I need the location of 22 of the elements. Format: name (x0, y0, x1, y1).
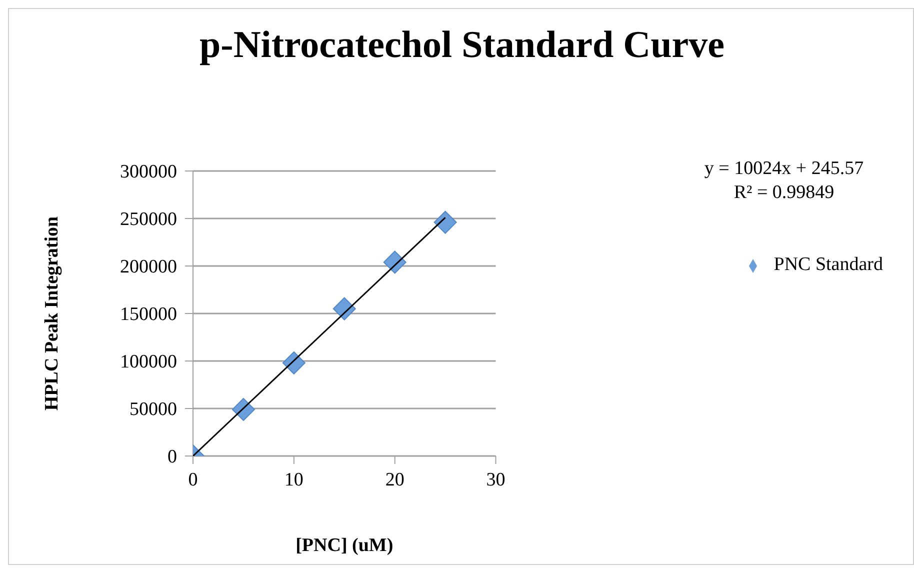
x-tick-label: 30 (486, 469, 506, 490)
text: y = 10024x + 245.57 (703, 157, 865, 181)
y-tick-label: 100000 (120, 352, 177, 373)
y-tick-label: 150000 (120, 304, 177, 326)
point (282, 351, 306, 374)
y-tick-label: 0 (168, 446, 177, 468)
point (383, 250, 406, 274)
y-tick-label: 300000 (120, 162, 177, 183)
x-tick-label: 0 (188, 469, 198, 490)
x-tick-label: 10 (284, 469, 304, 490)
point (332, 297, 356, 320)
y-tick-label: 50000 (130, 399, 177, 420)
point (232, 398, 255, 421)
y-tick-label: 250000 (120, 209, 177, 230)
legend-label: PNC Standard (774, 254, 883, 275)
point (434, 210, 457, 234)
x-axis-title: [PNC] (uM) (296, 535, 394, 556)
y-axis-title: HPLC Peak Integration (42, 216, 63, 411)
x-tick-label: 20 (385, 469, 404, 490)
chart-title: p-Nitrocatechol Standard Curve (198, 23, 726, 67)
text: R² = 0.99849 (732, 181, 836, 205)
y-tick-label: 200000 (120, 256, 177, 278)
